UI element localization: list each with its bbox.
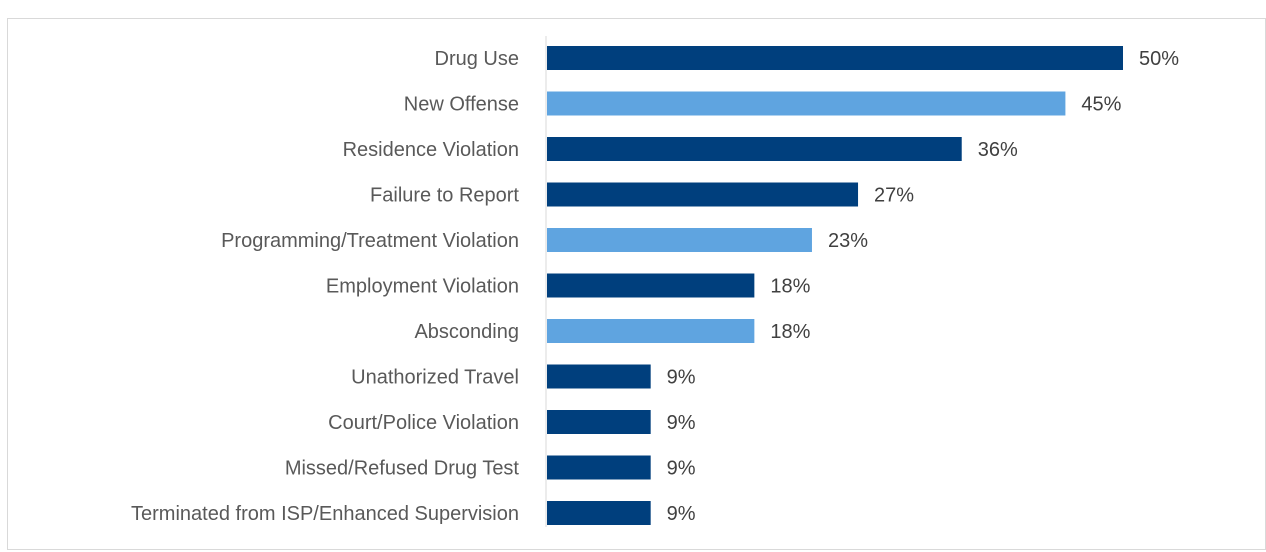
bar: [547, 364, 651, 389]
value-label: 18%: [770, 321, 810, 343]
bar: [547, 46, 1123, 70]
bars-group: [547, 46, 1123, 525]
category-label: Court/Police Violation: [328, 412, 519, 434]
category-label: Unathorized Travel: [351, 367, 519, 389]
value-label: 27%: [874, 185, 914, 207]
category-label: Absconding: [414, 321, 519, 343]
category-label: Missed/Refused Drug Test: [285, 458, 520, 480]
category-label: Programming/Treatment Violation: [221, 230, 519, 252]
category-label: New Offense: [404, 94, 519, 116]
value-label: 23%: [828, 230, 868, 252]
value-label: 36%: [978, 139, 1018, 161]
value-label: 45%: [1081, 94, 1121, 116]
value-label: 50%: [1139, 48, 1179, 70]
category-label: Failure to Report: [370, 185, 519, 207]
bar: [547, 410, 651, 434]
category-labels: Drug Use New Offense Residence Violation Fa…: [131, 48, 519, 525]
bar: [547, 91, 1066, 116]
value-label: 9%: [667, 412, 696, 434]
value-labels: 50% 45% 36% 27% 23% 18% 18% 9% 9% 9% 9%: [667, 48, 1180, 525]
category-label: Terminated from ISP/Enhanced Supervision: [131, 503, 519, 525]
category-label: Employment Violation: [326, 276, 519, 298]
bar: [547, 319, 755, 343]
category-label: Drug Use: [435, 48, 519, 70]
bar: [547, 273, 755, 298]
value-label: 9%: [667, 367, 696, 389]
value-label: 18%: [770, 276, 810, 298]
bar: [547, 137, 962, 161]
value-label: 9%: [667, 458, 696, 480]
category-label: Residence Violation: [343, 139, 519, 161]
bar: [547, 182, 859, 207]
bar: [547, 228, 812, 252]
value-label: 9%: [667, 503, 696, 525]
bar: [547, 501, 651, 525]
bar: [547, 455, 651, 480]
